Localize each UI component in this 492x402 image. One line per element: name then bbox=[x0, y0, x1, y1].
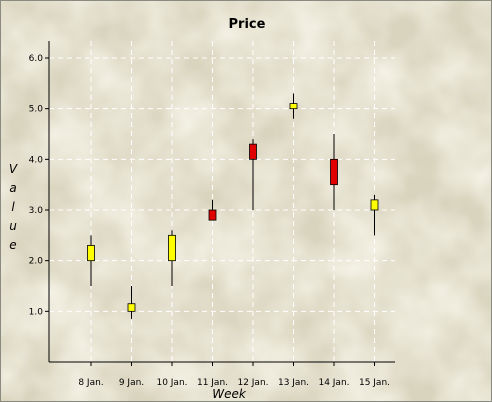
candle bbox=[87, 235, 95, 286]
x-tick-label: 11 Jan. bbox=[197, 378, 228, 388]
y-tick-label: 2.0 bbox=[29, 257, 44, 267]
candles bbox=[87, 93, 379, 319]
candle-body bbox=[249, 143, 257, 160]
y-tick-label: 5.0 bbox=[29, 105, 44, 115]
y-tick-label: 3.0 bbox=[29, 206, 44, 216]
candle bbox=[289, 93, 298, 119]
candle bbox=[208, 199, 217, 221]
x-axis-title: Week bbox=[212, 387, 247, 401]
y-tick-label: 6.0 bbox=[29, 54, 44, 64]
x-tick-label: 13 Jan. bbox=[278, 378, 309, 388]
y-tick-label: 4.0 bbox=[29, 155, 44, 165]
candle-body bbox=[208, 209, 217, 221]
y-axis-ticks: 1.0 2.0 3.0 4.0 5.0 6.0 bbox=[29, 54, 49, 317]
candle bbox=[127, 286, 136, 319]
candle bbox=[330, 134, 338, 210]
x-tick-label: 14 Jan. bbox=[318, 378, 349, 388]
candle-body bbox=[168, 234, 176, 262]
x-axis-ticks: 8 Jan. 9 Jan. 10 Jan. 11 Jan. 12 Jan. 13 Jan.… bbox=[78, 362, 390, 388]
candle bbox=[249, 139, 257, 210]
x-tick-label: 15 Jan. bbox=[359, 378, 390, 388]
y-tick-label: 1.0 bbox=[29, 307, 44, 317]
x-tick-label: 10 Jan. bbox=[156, 378, 187, 388]
candle-body bbox=[289, 103, 298, 110]
candle-body bbox=[127, 303, 136, 312]
x-tick-label: 12 Jan. bbox=[237, 378, 268, 388]
candle bbox=[168, 230, 176, 286]
chart-title: Price bbox=[229, 17, 266, 32]
grid bbox=[49, 41, 395, 362]
candle-body bbox=[87, 245, 95, 262]
candle-body bbox=[370, 199, 379, 211]
candle bbox=[370, 194, 379, 236]
x-tick-label: 8 Jan. bbox=[78, 378, 103, 388]
x-tick-label: 9 Jan. bbox=[119, 378, 144, 388]
candle-body bbox=[330, 158, 338, 186]
